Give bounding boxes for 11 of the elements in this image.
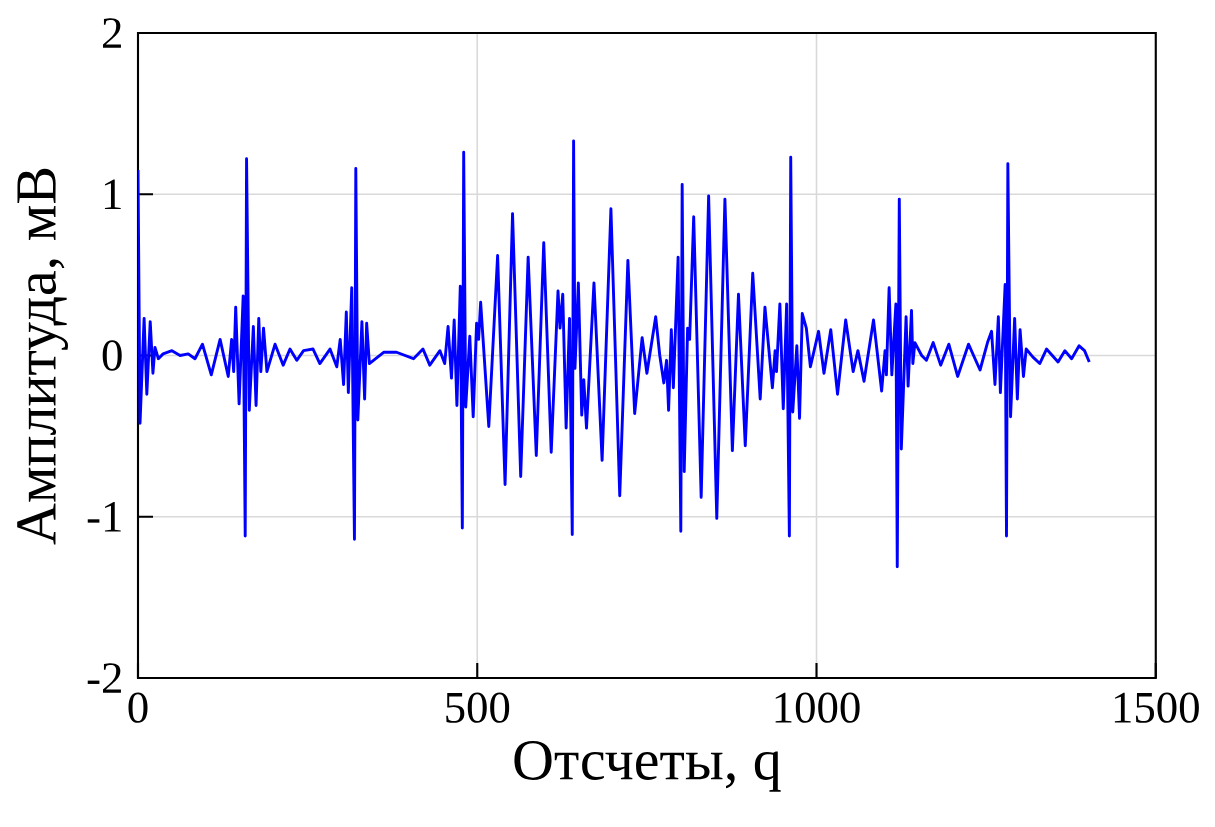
y-tick-label: 0	[102, 340, 122, 371]
y-tick-label: 1	[104, 179, 121, 209]
y-tick-label: 2	[103, 18, 121, 48]
x-tick-label: 1000	[775, 692, 860, 723]
x-axis-title: Отсчеты, q	[514, 740, 781, 792]
y-tick-label: -2	[87, 663, 121, 693]
y-tick-label: -1	[87, 501, 121, 532]
x-tick-label: 500	[446, 692, 510, 723]
x-tick-label: 0	[128, 692, 148, 723]
x-tick-label: 1500	[1114, 692, 1199, 723]
y-axis-title: Амплитуда, мВ	[17, 168, 68, 545]
